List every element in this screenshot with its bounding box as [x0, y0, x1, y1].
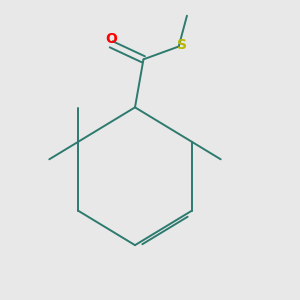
Text: O: O: [105, 32, 117, 46]
Text: S: S: [177, 38, 187, 52]
